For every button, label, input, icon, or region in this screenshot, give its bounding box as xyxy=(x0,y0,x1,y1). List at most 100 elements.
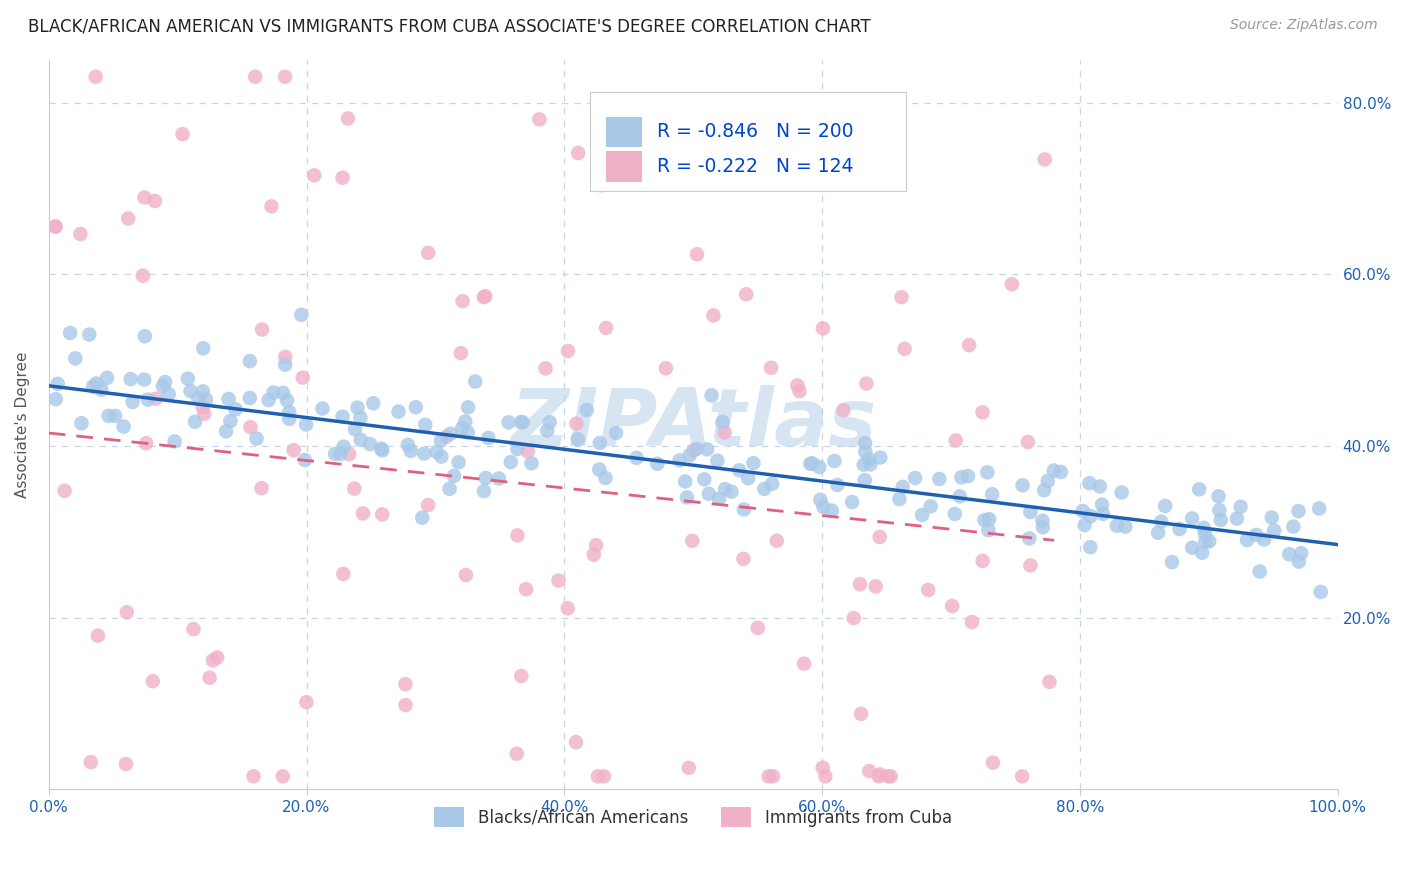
Point xyxy=(1181,511,1204,525)
Point xyxy=(447,455,470,469)
Point xyxy=(849,577,872,591)
Point xyxy=(477,431,499,445)
Point xyxy=(536,424,558,438)
Point xyxy=(1286,504,1309,518)
Point xyxy=(582,548,605,562)
Point xyxy=(152,379,174,393)
Point xyxy=(1229,500,1251,514)
Point xyxy=(945,434,967,448)
Point xyxy=(82,379,104,393)
Point xyxy=(1191,546,1213,560)
Point xyxy=(143,194,166,208)
FancyBboxPatch shape xyxy=(606,151,641,182)
Point xyxy=(257,393,280,408)
Point xyxy=(1073,518,1095,533)
Point xyxy=(565,417,588,431)
Point xyxy=(1291,546,1313,560)
Point xyxy=(655,136,678,151)
Point xyxy=(606,94,628,108)
Point xyxy=(979,512,1001,526)
Point xyxy=(693,472,716,486)
Point xyxy=(499,455,522,469)
Point xyxy=(1111,485,1133,500)
Point xyxy=(263,385,285,400)
Point xyxy=(464,375,486,389)
Point xyxy=(274,70,297,84)
Point xyxy=(1308,501,1330,516)
Point xyxy=(1092,507,1115,521)
Point xyxy=(283,443,305,458)
Point xyxy=(352,507,374,521)
Point xyxy=(350,433,373,447)
Point xyxy=(1209,513,1232,527)
Point xyxy=(733,502,755,516)
Point xyxy=(1168,522,1191,536)
Point xyxy=(789,384,811,399)
Point xyxy=(1033,153,1056,167)
Point xyxy=(346,401,368,415)
Point xyxy=(337,447,360,461)
Point xyxy=(96,371,118,385)
Point xyxy=(336,112,359,126)
Point xyxy=(172,127,194,141)
Point xyxy=(291,370,314,384)
Point xyxy=(278,412,301,426)
Point xyxy=(512,415,534,429)
Point xyxy=(115,757,138,772)
Point xyxy=(842,611,865,625)
Point xyxy=(332,440,354,454)
Point xyxy=(77,327,100,342)
Point xyxy=(506,747,529,761)
Point xyxy=(758,769,780,783)
Point xyxy=(865,579,887,593)
Point xyxy=(516,444,538,458)
Text: R = -0.222   N = 124: R = -0.222 N = 124 xyxy=(657,157,853,176)
Point xyxy=(416,498,439,512)
Point xyxy=(742,456,765,470)
Point xyxy=(1043,464,1066,478)
Point xyxy=(84,70,107,84)
Point xyxy=(827,478,849,492)
Point xyxy=(80,755,103,769)
Point xyxy=(45,392,67,406)
Point xyxy=(855,376,877,391)
Point xyxy=(323,447,346,461)
Point xyxy=(972,405,994,419)
Point xyxy=(567,146,589,161)
Point xyxy=(304,169,326,183)
Point xyxy=(349,410,371,425)
Point xyxy=(733,552,755,566)
Point xyxy=(869,767,891,781)
Point xyxy=(706,454,728,468)
Point xyxy=(869,450,891,465)
Text: ZIPAtlas: ZIPAtlas xyxy=(510,385,876,464)
Point xyxy=(371,443,394,458)
Point xyxy=(474,471,496,485)
Point xyxy=(344,422,367,436)
Point xyxy=(163,434,186,449)
Point xyxy=(877,769,900,783)
Point xyxy=(823,454,845,468)
Point xyxy=(720,484,742,499)
Point xyxy=(1032,520,1054,534)
Point xyxy=(747,621,769,635)
Point xyxy=(87,629,110,643)
Point xyxy=(920,500,942,514)
Point xyxy=(1001,277,1024,292)
Point xyxy=(180,384,202,398)
Point xyxy=(859,458,882,472)
Point xyxy=(1019,558,1042,573)
Point xyxy=(547,574,569,588)
Text: R = -0.846   N = 200: R = -0.846 N = 200 xyxy=(657,122,853,141)
Point xyxy=(868,769,890,783)
Point xyxy=(1114,519,1136,533)
Point xyxy=(46,376,69,391)
Point xyxy=(205,650,228,665)
Point xyxy=(1049,465,1071,479)
Point xyxy=(766,533,789,548)
Point xyxy=(759,360,782,375)
Point xyxy=(1011,769,1033,783)
Point xyxy=(1198,534,1220,549)
Point xyxy=(278,405,301,419)
Point xyxy=(454,568,477,582)
